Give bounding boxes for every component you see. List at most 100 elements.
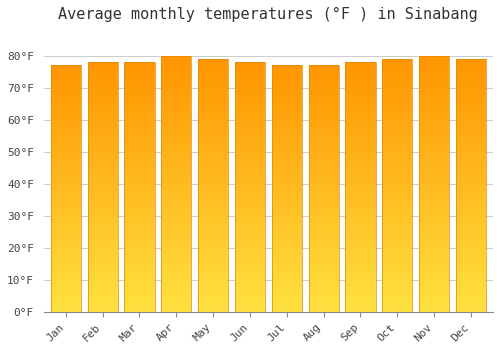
Bar [198,220,228,223]
Bar [161,88,192,91]
Bar [308,235,338,238]
Bar [456,236,486,239]
Bar [235,209,265,212]
Bar [50,260,81,262]
Bar [272,180,302,182]
Bar [419,171,449,174]
Bar [346,206,376,209]
Bar [346,268,376,271]
Bar [308,176,338,180]
Bar [198,271,228,274]
Bar [50,161,81,164]
Bar [272,284,302,287]
Bar [308,90,338,93]
Bar [456,160,486,163]
Bar [308,192,338,195]
Bar [124,106,154,109]
Bar [382,154,412,157]
Bar [308,207,338,210]
Bar [382,122,412,125]
Bar [161,123,192,126]
Bar [272,207,302,210]
Bar [124,206,154,209]
Bar [272,266,302,269]
Bar [419,184,449,187]
Bar [198,182,228,186]
Bar [382,170,412,173]
Bar [346,175,376,178]
Bar [88,121,118,125]
Bar [50,281,81,284]
Bar [346,62,376,312]
Bar [161,149,192,152]
Bar [382,261,412,265]
Bar [419,248,449,251]
Bar [124,121,154,125]
Bar [161,72,192,75]
Bar [419,258,449,261]
Bar [308,155,338,158]
Bar [308,278,338,281]
Bar [382,236,412,239]
Bar [50,180,81,182]
Bar [308,148,338,152]
Bar [88,62,118,65]
Bar [198,208,228,211]
Bar [272,136,302,139]
Bar [88,97,118,100]
Bar [198,239,228,242]
Bar [272,127,302,130]
Bar [161,117,192,120]
Bar [198,68,228,71]
Bar [161,56,192,312]
Bar [272,124,302,127]
Bar [235,165,265,168]
Bar [50,133,81,136]
Bar [50,99,81,102]
Bar [382,81,412,84]
Bar [308,198,338,201]
Bar [161,174,192,177]
Bar [456,195,486,198]
Bar [419,75,449,78]
Bar [235,306,265,309]
Bar [419,200,449,203]
Bar [272,99,302,102]
Bar [88,206,118,209]
Bar [346,246,376,250]
Bar [272,229,302,232]
Bar [308,262,338,266]
Bar [50,201,81,204]
Bar [456,223,486,226]
Bar [124,143,154,146]
Bar [346,143,376,146]
Bar [124,109,154,112]
Bar [50,189,81,192]
Bar [235,87,265,90]
Bar [419,273,449,277]
Bar [419,206,449,209]
Bar [198,106,228,110]
Bar [308,108,338,112]
Bar [235,290,265,293]
Bar [419,113,449,117]
Bar [198,160,228,163]
Bar [308,201,338,204]
Bar [50,269,81,272]
Bar [235,156,265,159]
Bar [456,103,486,106]
Bar [124,234,154,237]
Bar [272,152,302,155]
Bar [308,127,338,130]
Bar [124,78,154,81]
Bar [50,87,81,90]
Bar [308,260,338,262]
Bar [456,280,486,284]
Bar [88,109,118,112]
Bar [88,106,118,109]
Bar [88,162,118,165]
Bar [161,225,192,229]
Bar [235,128,265,131]
Bar [272,87,302,90]
Bar [198,230,228,233]
